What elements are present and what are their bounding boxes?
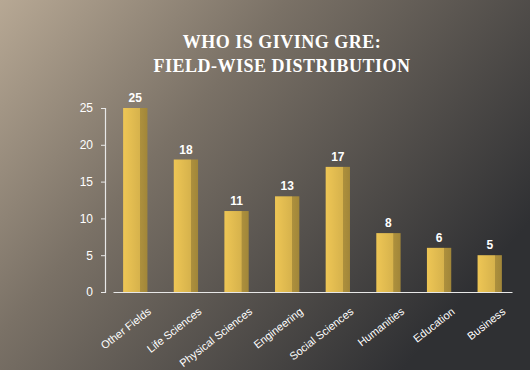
y-tick: 10 xyxy=(80,212,105,226)
x-tick: Social Sciences xyxy=(287,305,356,363)
x-tick-label: Engineering xyxy=(251,305,305,351)
x-tick-label: Social Sciences xyxy=(287,305,356,363)
chart: WHO IS GIVING GRE: FIELD-WISE DISTRIBUTIO… xyxy=(0,0,530,370)
x-tick: Humanities xyxy=(355,305,406,349)
data-label: 5 xyxy=(486,238,493,252)
y-tick: 5 xyxy=(86,249,105,263)
x-tick: Engineering xyxy=(251,305,305,351)
background xyxy=(0,0,530,370)
x-tick-label: Education xyxy=(411,305,457,345)
y-tick-mark xyxy=(101,292,105,293)
y-tick-label: 5 xyxy=(86,249,93,263)
x-tick-label: Humanities xyxy=(355,305,406,349)
data-label: 8 xyxy=(385,216,392,230)
bar xyxy=(275,196,299,292)
title-line: WHO IS GIVING GRE: xyxy=(183,32,382,52)
x-tick-label: Physical Sciences xyxy=(177,305,255,369)
y-tick: 25 xyxy=(80,101,105,115)
y-tick-label: 0 xyxy=(86,285,93,299)
data-label: 6 xyxy=(436,231,443,245)
y-tick-label: 15 xyxy=(80,175,94,189)
y-tick-mark xyxy=(101,182,105,183)
y-tick: 20 xyxy=(80,138,105,152)
x-tick: Physical Sciences xyxy=(177,305,255,369)
y-tick-mark xyxy=(101,145,105,146)
data-label: 11 xyxy=(230,194,243,208)
data-label: 17 xyxy=(331,150,345,164)
y-axis: 0 5 10 15 20 25 xyxy=(80,101,106,299)
bars xyxy=(123,108,502,292)
bar xyxy=(478,255,502,292)
x-tick-label: Business xyxy=(465,305,508,342)
bar xyxy=(123,108,147,292)
y-tick: 0 xyxy=(86,285,105,299)
y-tick-label: 25 xyxy=(80,101,94,115)
bar xyxy=(224,211,248,292)
x-axis-line xyxy=(114,292,513,293)
data-label: 18 xyxy=(179,143,193,157)
bar xyxy=(174,160,198,292)
x-tick: Education xyxy=(411,305,457,345)
y-tick: 15 xyxy=(80,175,105,189)
bar xyxy=(427,248,451,292)
y-tick-mark xyxy=(101,255,105,256)
x-tick: Business xyxy=(465,305,508,342)
title-line: FIELD-WISE DISTRIBUTION xyxy=(153,56,410,76)
data-labels: 25 18 11 13 17 8 6 5 xyxy=(129,91,494,252)
bar xyxy=(376,233,400,292)
bar xyxy=(326,167,350,292)
y-tick-label: 10 xyxy=(80,212,94,226)
y-tick-mark xyxy=(101,218,105,219)
title: WHO IS GIVING GRE: FIELD-WISE DISTRIBUTIO… xyxy=(153,32,410,76)
x-axis: Other FieldsLife SciencesPhysical Scienc… xyxy=(98,293,512,370)
data-label: 13 xyxy=(281,179,295,193)
y-tick-mark xyxy=(101,108,105,109)
data-label: 25 xyxy=(129,91,143,105)
y-tick-label: 20 xyxy=(80,138,94,152)
y-axis-line xyxy=(101,109,106,293)
